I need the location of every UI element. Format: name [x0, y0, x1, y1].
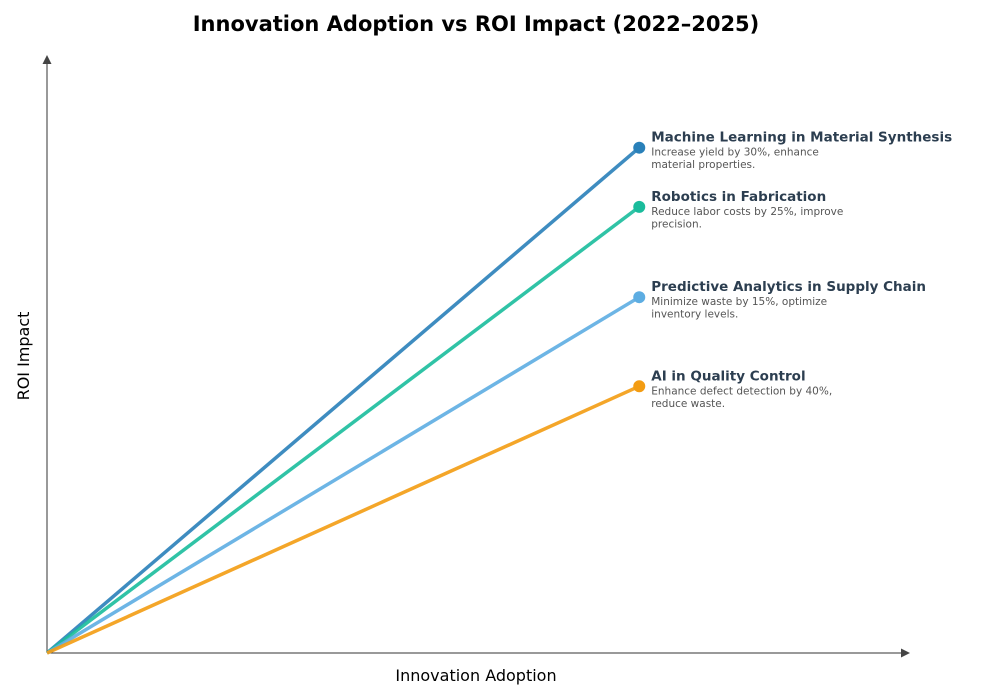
series-description: Increase yield by 30%, enhance — [651, 147, 819, 159]
y-axis-label: ROI Impact — [14, 312, 33, 401]
series-label: Robotics in Fabrication — [651, 189, 826, 205]
series-endpoint-marker — [633, 380, 646, 393]
series-label: AI in Quality Control — [651, 368, 805, 384]
series-line — [45, 146, 641, 655]
series-group: Machine Learning in Material SynthesisIn… — [45, 130, 952, 655]
series-description: precision. — [651, 218, 702, 230]
x-axis-arrow-icon — [901, 648, 910, 658]
series-description: inventory levels. — [651, 309, 738, 321]
chart-title: Innovation Adoption vs ROI Impact (2022–… — [193, 12, 760, 36]
series-description: material properties. — [651, 159, 755, 171]
series-description: Minimize waste by 15%, optimize — [651, 296, 827, 308]
series-endpoint-marker — [633, 141, 646, 154]
series-endpoint-marker — [633, 200, 646, 213]
series-description: reduce waste. — [651, 398, 725, 410]
series-label: Machine Learning in Material Synthesis — [651, 130, 952, 146]
x-axis-label: Innovation Adoption — [395, 666, 556, 685]
axes — [42, 55, 910, 658]
series-endpoint-marker — [633, 291, 646, 304]
series-line — [46, 295, 641, 655]
series-description: Reduce labor costs by 25%, improve — [651, 206, 843, 218]
y-axis-arrow-icon — [42, 55, 52, 64]
series-label: Predictive Analytics in Supply Chain — [651, 279, 926, 295]
series-line — [46, 384, 640, 655]
series-description: Enhance defect detection by 40%, — [651, 385, 832, 397]
series-line — [45, 205, 641, 655]
